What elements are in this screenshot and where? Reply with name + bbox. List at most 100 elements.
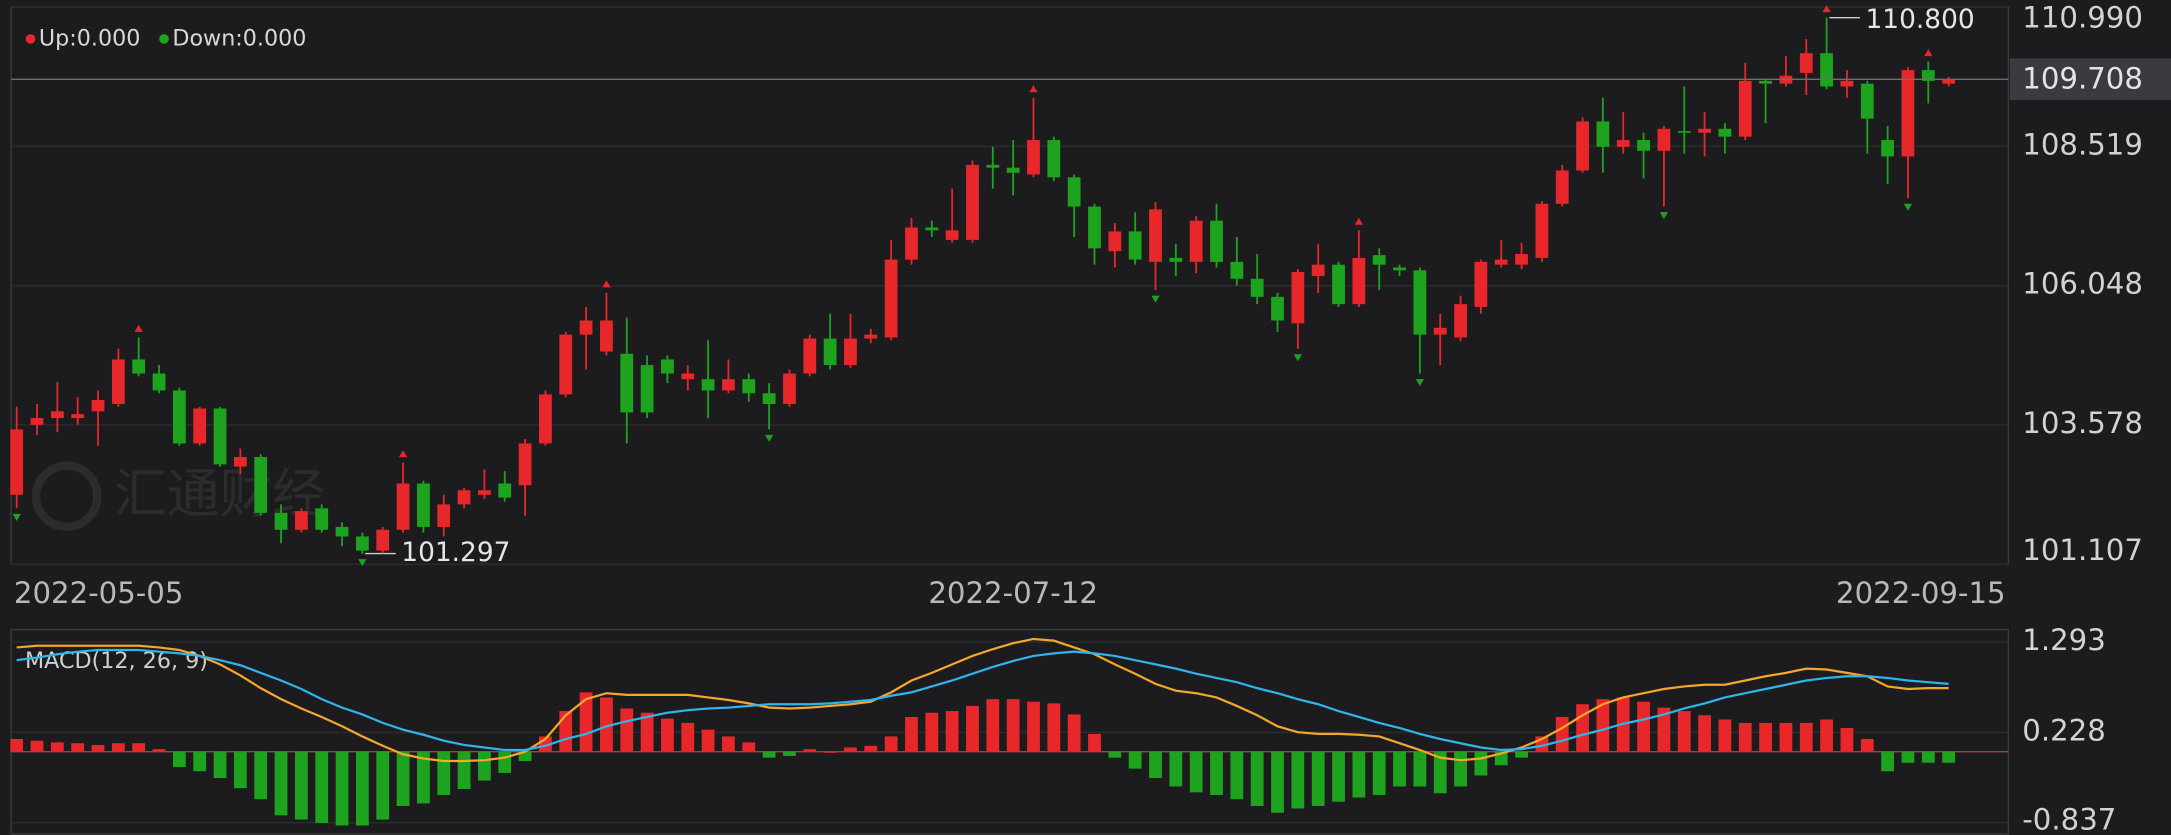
x-tick-label: 2022-09-15	[1836, 576, 2006, 610]
candle-body	[620, 353, 634, 413]
low-marker	[1293, 354, 1303, 362]
candle-body	[762, 393, 776, 404]
high-marker	[1822, 5, 1831, 13]
macd-bar	[1454, 751, 1467, 787]
candle-body	[213, 408, 227, 465]
y-tick-label: 101.107	[2022, 533, 2143, 567]
macd-line	[16, 637, 1949, 763]
macd-bar	[1108, 751, 1122, 758]
macd-bar	[1047, 703, 1061, 752]
macd-bar	[254, 751, 268, 800]
macd-bar	[356, 751, 369, 826]
candle-body	[600, 320, 613, 352]
low-marker	[1903, 203, 1913, 211]
macd-bar	[1840, 727, 1854, 752]
macd-bar	[559, 711, 573, 752]
high-marker	[1924, 49, 1933, 57]
candle-body	[1271, 296, 1284, 321]
candle-body	[559, 334, 573, 395]
candle-body	[356, 536, 369, 551]
macd-bar	[91, 744, 105, 752]
macd-bar	[233, 751, 247, 789]
candle-body	[681, 373, 695, 380]
candle-body	[478, 490, 491, 495]
macd-bar	[1413, 751, 1427, 787]
macd-bar	[966, 705, 979, 752]
macd-bar	[945, 711, 959, 752]
macd-bar	[152, 749, 166, 752]
candle-body	[1535, 203, 1549, 258]
candle-body	[111, 359, 125, 404]
macd-bar	[1372, 751, 1386, 795]
candle-body	[1494, 259, 1508, 265]
candle-body	[335, 526, 349, 537]
candle-body	[1433, 327, 1447, 335]
candle-body	[1006, 167, 1020, 173]
candle-body	[71, 414, 85, 419]
macd-bar	[1393, 751, 1406, 787]
candle-body	[1820, 53, 1833, 87]
macd-bar	[30, 740, 44, 752]
candle-body	[1088, 206, 1101, 249]
candle-body	[91, 400, 105, 412]
macd-line	[16, 648, 1949, 752]
macd-bar	[1515, 751, 1528, 758]
candle-body	[1718, 128, 1732, 137]
candle-body	[945, 230, 959, 240]
macd-bar	[661, 718, 674, 752]
macd-bar	[722, 736, 735, 752]
candle-body	[498, 483, 512, 498]
candle-body	[1616, 140, 1630, 147]
macd-bar	[1433, 751, 1447, 794]
y-tick-label: 0.228	[2022, 713, 2106, 747]
legend-up-dot	[25, 34, 36, 44]
candle-body	[1759, 80, 1772, 84]
high-marker	[1354, 217, 1364, 225]
candle-body	[1393, 267, 1406, 271]
macd-bar	[986, 699, 1000, 752]
candle-body	[1250, 278, 1264, 297]
candle-body	[1067, 177, 1081, 207]
low-marker	[1659, 212, 1669, 220]
low-marker	[764, 434, 774, 442]
macd-bar	[417, 751, 430, 804]
macd-bar	[1027, 701, 1040, 752]
macd-bar	[457, 751, 471, 790]
candle-body	[1901, 70, 1915, 157]
high-annotation: 110.800	[1866, 4, 1975, 35]
macd-bar	[71, 743, 85, 752]
watermark-logo	[31, 461, 102, 531]
macd-bar	[376, 751, 390, 820]
macd-bar	[640, 712, 654, 752]
macd-bar	[1942, 751, 1956, 763]
macd-bar	[478, 751, 491, 781]
macd-bar	[579, 692, 593, 752]
candle-body	[783, 373, 796, 404]
macd-bar	[864, 745, 878, 752]
macd-bar	[1230, 751, 1244, 800]
candle-body	[152, 373, 166, 391]
candle-body	[742, 379, 756, 394]
candle-body	[884, 259, 898, 338]
candle-body	[1189, 220, 1203, 262]
candle-body	[1881, 140, 1895, 157]
macd-bar	[396, 751, 410, 806]
candle-body	[417, 483, 430, 527]
candle-body	[905, 227, 918, 260]
candle-body	[254, 456, 268, 513]
macd-bar	[1332, 751, 1345, 802]
candle-body	[803, 338, 817, 374]
low-marker	[1151, 295, 1160, 303]
candle-body	[722, 379, 735, 391]
macd-bar	[803, 749, 817, 752]
last-price-box	[2009, 58, 2171, 101]
macd-bar	[1576, 704, 1589, 752]
candle-body	[1210, 220, 1223, 262]
x-tick-label: 2022-05-05	[14, 576, 184, 610]
legend-up: Up:0.000	[39, 25, 140, 51]
candle-body	[579, 320, 593, 335]
candle-body	[1454, 304, 1467, 338]
macd-bar	[498, 751, 512, 773]
candle-body	[376, 529, 390, 551]
y-tick-label: 106.048	[2022, 267, 2143, 301]
